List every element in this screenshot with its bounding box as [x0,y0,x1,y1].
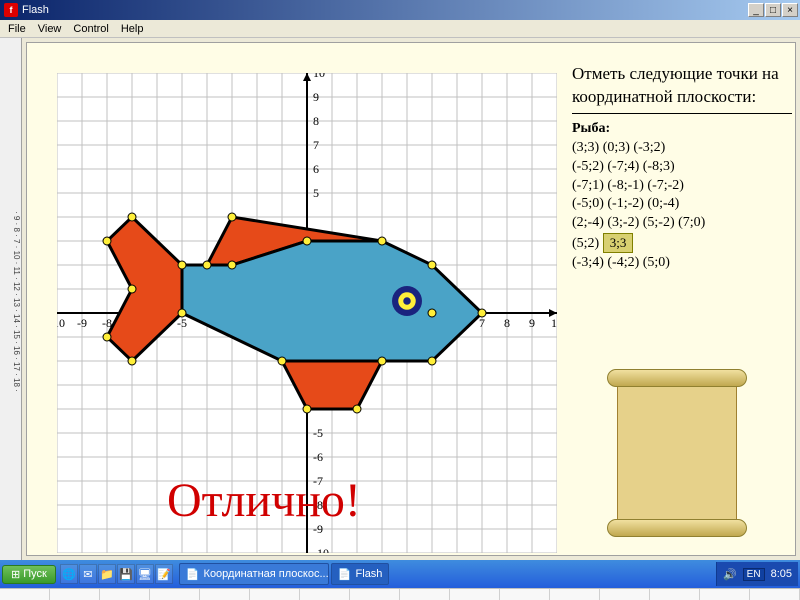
svg-text:9: 9 [313,90,319,104]
ql-icon[interactable]: 🖥 [136,564,154,584]
stage: -10-9-8-7-5-478910-10-9-8-7-6-55678910 О… [26,42,796,556]
close-button[interactable]: × [782,3,798,17]
svg-text:8: 8 [313,114,319,128]
workspace: · 9 · 8 · 7 · 10 · 11 · 12 · 13 · 14 · 1… [0,38,800,560]
quick-launch: 🌐 ✉ 📁 💾 🖥 📝 [60,564,173,584]
titlebar: f Flash _ □ × [0,0,800,20]
svg-text:10: 10 [313,73,325,80]
vertical-ruler: · 9 · 8 · 7 · 10 · 11 · 12 · 13 · 14 · 1… [0,38,22,560]
svg-text:9: 9 [529,316,535,330]
tray-icon[interactable]: 🔊 [723,568,737,581]
current-point-highlight: 3;3 [603,233,634,253]
taskbar-task[interactable]: 📄Flash [331,563,390,585]
menu-file[interactable]: File [8,23,26,35]
svg-text:7: 7 [313,138,319,152]
svg-text:5: 5 [313,186,319,200]
taskbar-task[interactable]: 📄Координатная плоскос... [179,563,329,585]
start-label: Пуск [23,568,47,580]
menu-view[interactable]: View [38,23,62,35]
windows-icon: ⊞ [11,568,20,581]
menubar: File View Control Help [0,20,800,38]
svg-text:-9: -9 [77,316,87,330]
svg-text:-10: -10 [57,316,65,330]
bottom-ruler [0,588,800,600]
menu-control[interactable]: Control [73,23,108,35]
flash-app-icon: f [4,3,18,17]
taskbar: ⊞ Пуск 🌐 ✉ 📁 💾 🖥 📝 📄Координатная плоскос… [0,560,800,588]
system-tray: 🔊 EN 8:05 [716,562,798,586]
ql-icon[interactable]: 📝 [155,564,173,584]
coordinates-list: Рыба:(3;3) (0;3) (-3;2)(-5;2) (-7;4) (-8… [572,120,792,273]
minimize-button[interactable]: _ [748,3,764,17]
instruction-title: Отметь следующие точки на координатной п… [572,63,792,114]
svg-text:-10: -10 [313,546,329,553]
window-title: Flash [22,4,49,16]
start-button[interactable]: ⊞ Пуск [2,565,56,584]
scroll-decoration [607,363,747,543]
svg-text:-6: -6 [313,450,323,464]
svg-text:8: 8 [504,316,510,330]
svg-text:6: 6 [313,162,319,176]
ql-icon[interactable]: 🌐 [60,564,78,584]
ql-icon[interactable]: 📁 [98,564,116,584]
svg-text:-5: -5 [313,426,323,440]
svg-text:10: 10 [551,316,557,330]
svg-text:7: 7 [479,316,485,330]
menu-help[interactable]: Help [121,23,144,35]
ql-icon[interactable]: 💾 [117,564,135,584]
feedback-text: Отлично! [167,473,361,528]
maximize-button[interactable]: □ [765,3,781,17]
clock: 8:05 [771,568,792,580]
language-indicator[interactable]: EN [743,568,765,581]
instruction-panel: Отметь следующие точки на координатной п… [572,63,792,273]
ql-icon[interactable]: ✉ [79,564,97,584]
